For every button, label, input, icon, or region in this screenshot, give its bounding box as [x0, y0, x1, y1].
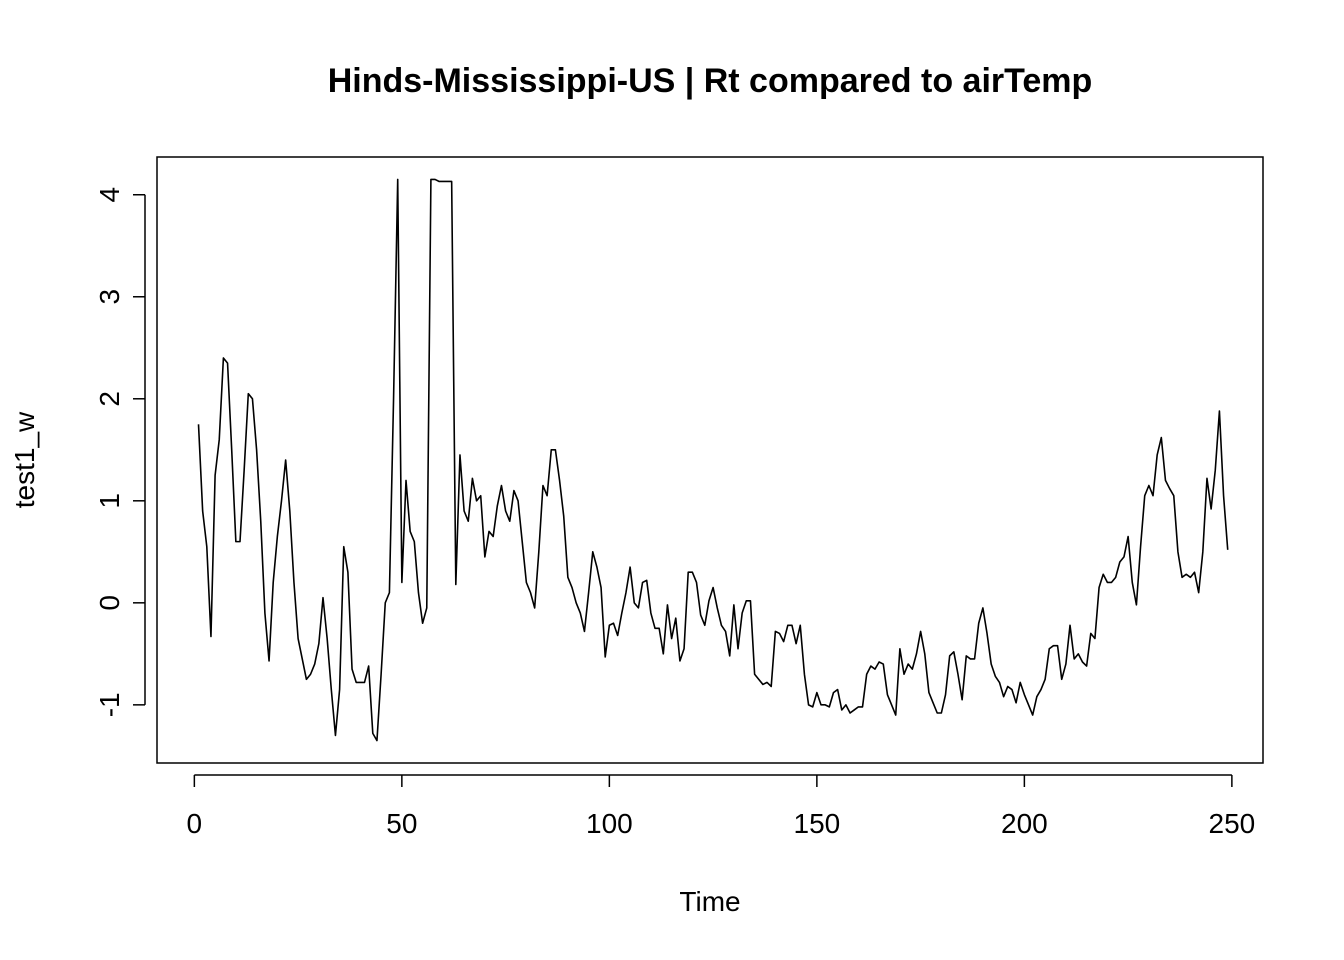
- y-tick-label: 4: [94, 187, 125, 203]
- x-axis: 0 50 100 150 200 250: [187, 774, 1256, 839]
- x-tick-label: 50: [386, 808, 417, 839]
- y-tick-label: 3: [94, 289, 125, 305]
- y-axis: -1 0 1 2 3 4: [94, 187, 146, 717]
- x-tick-label: 100: [586, 808, 633, 839]
- x-tick-label: 150: [794, 808, 841, 839]
- x-tick-label: 0: [187, 808, 203, 839]
- plot-frame: [156, 156, 1264, 764]
- y-tick-label: 2: [94, 391, 125, 407]
- y-tick-label: 1: [94, 493, 125, 509]
- x-axis-label: Time: [679, 886, 740, 917]
- y-tick-label: -1: [94, 692, 125, 717]
- x-tick-label: 200: [1001, 808, 1048, 839]
- y-tick-label: 0: [94, 595, 125, 611]
- chart-title: Hinds-Mississippi-US | Rt compared to ai…: [328, 62, 1093, 100]
- series-line: [197, 178, 1229, 742]
- x-tick-label: 250: [1209, 808, 1256, 839]
- y-axis-label: test1_w: [9, 411, 40, 508]
